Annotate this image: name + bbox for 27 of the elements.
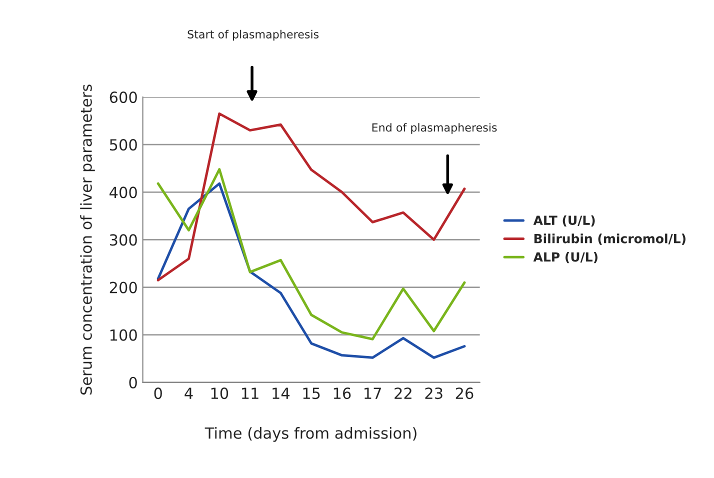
line-series — [156, 182, 466, 359]
x-tick-label: 14 — [272, 388, 290, 399]
x-tick-label: 22 — [394, 388, 412, 399]
text: Start of plasmapheresis — [188, 30, 319, 41]
legend-label: ALP (U/L) — [533, 252, 598, 264]
x-tick-label: 10 — [211, 388, 228, 400]
x-tick-label: 16 — [334, 388, 351, 400]
x-tick-label: 23 — [425, 388, 442, 400]
y-tick-label: 500 — [110, 139, 137, 151]
x-axis-title: Time (days from admission) — [204, 427, 416, 442]
line-series — [156, 168, 466, 340]
y-tick-label: 300 — [110, 234, 137, 246]
annotation: End of plasmapheresis — [372, 123, 497, 134]
y-tick-label: 400 — [110, 186, 137, 198]
x-tick-label: 4 — [184, 388, 193, 399]
x-tick-label: 15 — [303, 388, 320, 400]
legend-label: Bilirubin (micromol/L) — [534, 234, 686, 245]
x-tick-label: 26 — [456, 388, 474, 400]
legend-label: ALT (U/L) — [533, 215, 595, 226]
y-tick-label: 0 — [129, 376, 137, 388]
x-tick-label: 11 — [242, 388, 258, 399]
y-axis-title: Serum concentration of liver parameters — [80, 84, 95, 395]
y-tick-label: 100 — [110, 329, 137, 341]
x-tick-label: 17 — [364, 388, 381, 399]
x-tick-label: 0 — [154, 388, 162, 400]
y-tick-label: 600 — [110, 92, 137, 104]
y-tick-label: 200 — [110, 282, 137, 294]
